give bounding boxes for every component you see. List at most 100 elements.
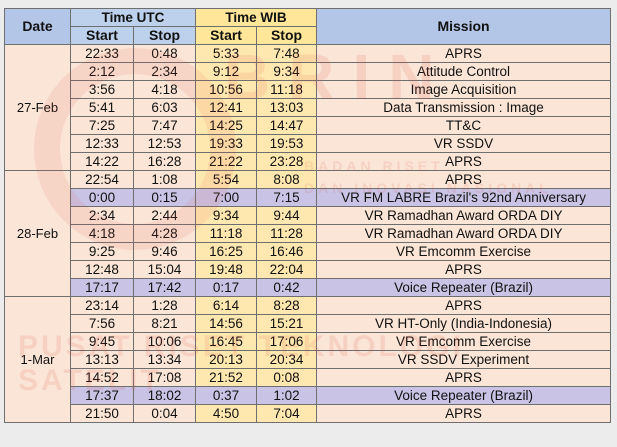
utc-stop-cell: 0:04 [132,404,197,423]
wib-header: Time WIB [195,8,318,27]
wib-start-cell: 5:33 [195,44,258,63]
wib-start-cell: 12:41 [195,98,258,117]
mission-cell: APRS [316,260,612,279]
mission-cell: APRS [316,44,612,63]
utc-start-cell: 4:18 [70,224,134,243]
utc-stop-cell: 4:18 [132,80,197,99]
utc-stop-cell: 0:15 [132,188,197,207]
wib-start-cell: 6:14 [195,296,258,315]
utc-start-cell: 12:33 [70,134,134,153]
utc-start-cell: 14:22 [70,152,134,171]
utc-start-cell: 23:14 [70,296,134,315]
schedule-body: 27-Feb 22:33 0:48 5:33 7:48 APRS 2:12 2:34 9:12 9… [4,44,612,423]
mission-cell: APRS [316,368,612,387]
table-row: 13:13 13:34 20:13 20:34 VR SSDV Experiment [5,350,612,369]
mission-cell: VR SSDV Experiment [316,350,612,369]
mission-cell: APRS [316,152,612,171]
wib-stop-cell: 19:53 [256,134,318,153]
wib-start-cell: 16:45 [195,332,258,351]
table-row: 9:45 10:06 16:45 17:06 VR Emcomm Exercise [5,332,612,351]
date-cell: 1-Mar [4,296,71,423]
mission-cell: VR SSDV [316,134,612,153]
utc-start-cell: 2:34 [70,206,134,225]
wib-start-cell: 5:54 [195,170,258,189]
mission-cell: Attitude Control [316,62,612,81]
mission-cell: VR Emcomm Exercise [316,242,612,261]
wib-start-cell: 10:56 [195,80,258,99]
utc-stop-cell: 8:21 [132,314,197,333]
mission-header: Mission [316,8,612,45]
mission-cell: APRS [316,170,612,189]
wib-start-cell: 0:37 [195,386,258,405]
utc-start-cell: 3:56 [70,80,134,99]
utc-header: Time UTC [69,8,197,27]
table-row: 27-Feb 22:33 0:48 5:33 7:48 APRS [4,44,612,171]
utc-start-cell: 14:52 [70,368,134,387]
utc-stop-cell: 12:53 [132,134,197,153]
table-row: 9:25 9:46 16:25 16:46 VR Emcomm Exercise [5,242,612,261]
mission-cell: APRS [316,404,612,423]
wib-stop-cell: 0:42 [256,278,318,297]
utc-start-cell: 7:56 [70,314,134,333]
wib-stop-cell: 8:08 [256,170,318,189]
wib-stop-cell: 1:02 [256,386,318,405]
utc-start-cell: 22:54 [70,170,134,189]
wib-stop-cell: 14:47 [256,116,318,135]
schedule-table: Date Time UTC Time WIB Mission Start Sto… [4,8,612,423]
wib-start-cell: 20:13 [195,350,258,369]
wib-start-cell: 9:34 [195,206,258,225]
utc-start-cell: 5:41 [70,98,134,117]
mission-cell: VR Emcomm Exercise [316,332,612,351]
utc-stop-cell: 18:02 [132,386,197,405]
table-row: 12:48 15:04 19:48 22:04 APRS [5,260,612,279]
wib-start-cell: 21:52 [195,368,258,387]
table-row: 7:56 8:21 14:56 15:21 VR HT-Only (India-Indo… [5,314,612,333]
wib-start-cell: 16:25 [195,242,258,261]
utc-start-cell: 17:17 [70,278,134,297]
wib-stop-cell: 17:06 [256,332,318,351]
utc-start-cell: 12:48 [70,260,134,279]
mission-cell: VR FM LABRE Brazil's 92nd Anniversary [316,188,612,207]
wib-stop-header: Stop [256,26,318,45]
utc-start-cell: 0:00 [70,188,134,207]
wib-stop-cell: 13:03 [256,98,318,117]
utc-stop-cell: 0:48 [132,44,197,63]
utc-stop-cell: 13:34 [132,350,197,369]
mission-cell: Image Acquisition [316,80,612,99]
wib-stop-cell: 9:34 [256,62,318,81]
utc-stop-cell: 17:08 [132,368,197,387]
table-row: 4:18 4:28 11:18 11:28 VR Ramadhan Award ORDA… [5,224,612,243]
date-cell: 27-Feb [4,44,71,171]
utc-start-cell: 2:12 [70,62,134,81]
wib-stop-cell: 11:18 [256,80,318,99]
utc-start-cell: 9:25 [70,242,134,261]
utc-stop-header: Stop [132,26,197,45]
wib-stop-cell: 22:04 [256,260,318,279]
mission-cell: Voice Repeater (Brazil) [316,278,612,297]
wib-start-cell: 4:50 [195,404,258,423]
wib-start-header: Start [195,26,258,45]
wib-start-cell: 11:18 [195,224,258,243]
table-row: 7:25 7:47 14:25 14:47 TT&C [5,116,612,135]
utc-start-cell: 9:45 [70,332,134,351]
date-cell: 28-Feb [4,170,71,297]
table-row: 12:33 12:53 19:33 19:53 VR SSDV [5,134,612,153]
utc-start-header: Start [70,26,134,45]
utc-stop-cell: 10:06 [132,332,197,351]
utc-start-cell: 17:37 [70,386,134,405]
wib-start-cell: 9:12 [195,62,258,81]
wib-stop-cell: 7:04 [256,404,318,423]
date-header: Date [4,8,71,45]
table-row: 14:22 16:28 21:22 23:28 APRS [5,152,612,171]
wib-start-cell: 7:00 [195,188,258,207]
wib-stop-cell: 16:46 [256,242,318,261]
utc-stop-cell: 4:28 [132,224,197,243]
wib-start-cell: 14:56 [195,314,258,333]
wib-start-cell: 0:17 [195,278,258,297]
wib-stop-cell: 9:44 [256,206,318,225]
wib-stop-cell: 7:15 [256,188,318,207]
utc-stop-cell: 9:46 [132,242,197,261]
utc-start-cell: 22:33 [70,44,134,63]
wib-stop-cell: 11:28 [256,224,318,243]
mission-cell: Data Transmission : Image [316,98,612,117]
